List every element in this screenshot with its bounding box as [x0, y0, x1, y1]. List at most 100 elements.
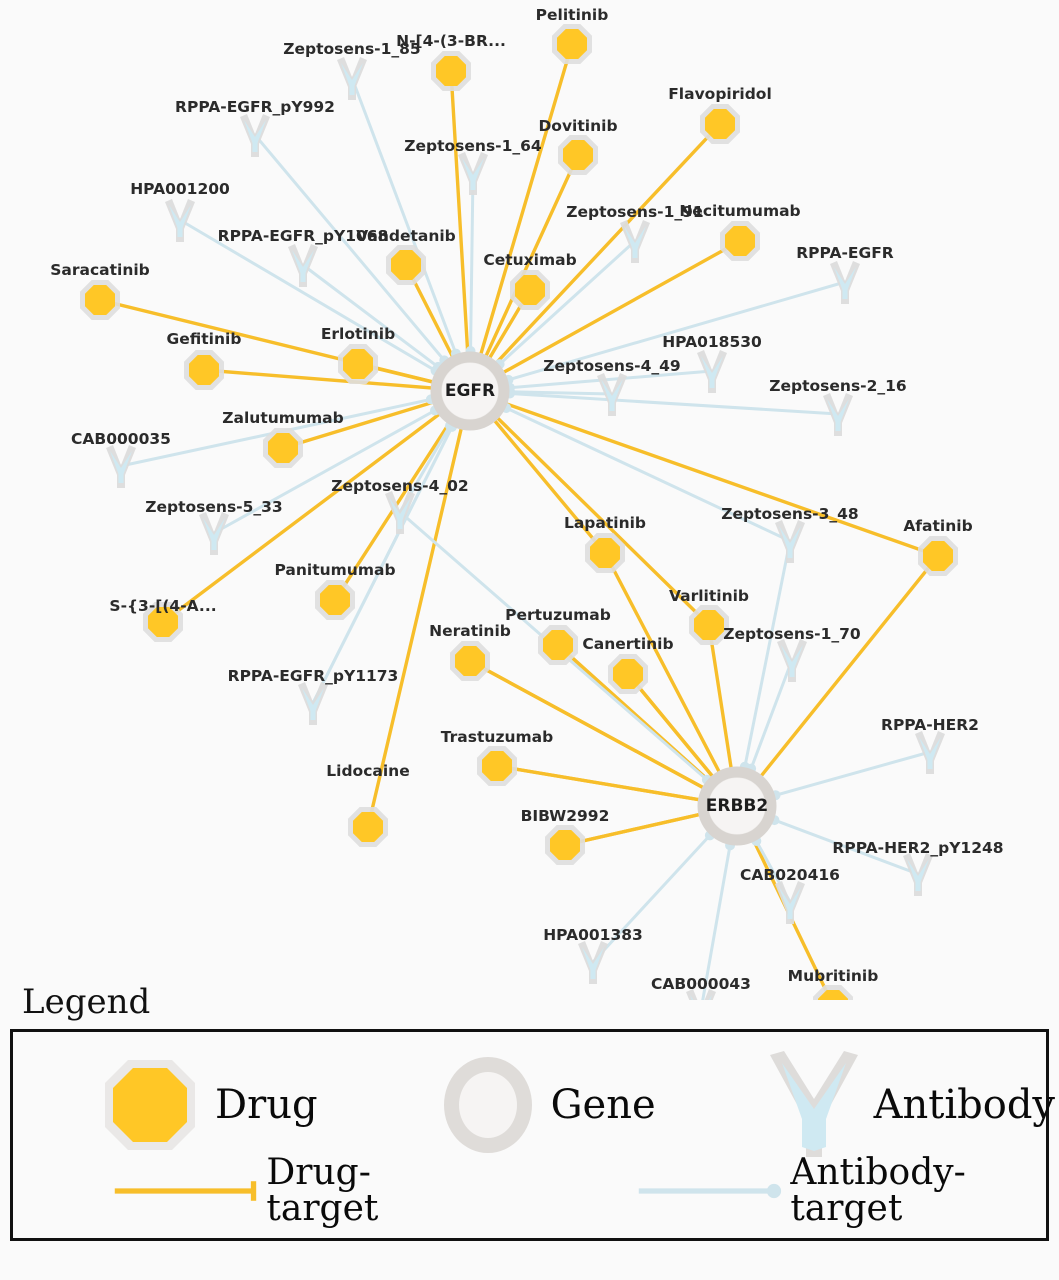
node-label: Varlitinib	[669, 587, 749, 605]
drug-node[interactable]	[558, 135, 598, 175]
antibody-node[interactable]	[777, 639, 807, 682]
node-label: RPPA-HER2	[881, 716, 979, 734]
edge-drug	[495, 764, 739, 808]
drug-node[interactable]	[545, 825, 585, 865]
gene-node-egfr[interactable]: EGFR	[430, 351, 510, 431]
drug-node[interactable]	[585, 533, 625, 573]
gene-core	[709, 778, 765, 834]
chevron-icon	[834, 267, 856, 299]
drug-node[interactable]	[338, 344, 378, 384]
labels-layer: Zeptosens-1_85 RPPA-EGFR_pY992 Zeptosens-1…	[50, 6, 1003, 993]
drug-node[interactable]	[431, 51, 471, 91]
octagon-icon	[550, 830, 580, 860]
drug-node[interactable]	[143, 602, 183, 642]
octagon-icon	[391, 250, 421, 280]
node-label: CAB020416	[740, 866, 840, 884]
node-label: Gefitinib	[167, 330, 242, 348]
antibody-node[interactable]	[288, 244, 318, 287]
edge-drug	[449, 69, 472, 393]
octagon-icon	[353, 812, 383, 842]
drug-node[interactable]	[184, 350, 224, 390]
antibody-halo	[775, 520, 805, 563]
antibody-node[interactable]	[830, 261, 860, 304]
antibody-node[interactable]	[337, 57, 367, 100]
octagon-icon	[482, 751, 512, 781]
octagon-icon	[725, 226, 755, 256]
chevron-icon	[292, 250, 314, 282]
antibody-node[interactable]	[578, 941, 608, 984]
node-label: Lapatinib	[564, 514, 646, 532]
legend-item-gene: Gene	[436, 1050, 656, 1160]
antibody-node[interactable]	[903, 853, 933, 896]
antibody-node[interactable]	[106, 445, 136, 488]
drug-node[interactable]	[386, 245, 426, 285]
drug-node[interactable]	[552, 24, 592, 64]
antibody-node[interactable]	[686, 989, 716, 1000]
octagon-icon	[189, 355, 219, 385]
drug-node[interactable]	[918, 536, 958, 576]
drug-node[interactable]	[538, 625, 578, 665]
antibody-node[interactable]	[165, 199, 195, 242]
antibody-node[interactable]	[458, 152, 488, 195]
chevron-icon	[110, 451, 132, 483]
chevron-icon	[601, 379, 623, 411]
edge-antibody	[212, 389, 472, 535]
edge-drug	[468, 659, 739, 808]
chevron-icon	[203, 518, 225, 550]
gene-node-erbb2[interactable]: ERBB2	[697, 766, 777, 846]
edge-drug	[735, 554, 940, 808]
antibody-node[interactable]	[775, 881, 805, 924]
node-label: CAB000035	[71, 430, 171, 448]
edge-antibody	[350, 76, 472, 393]
node-label: Zeptosens-3_48	[721, 505, 858, 523]
chevron-icon	[701, 356, 723, 388]
antibody-node[interactable]	[620, 220, 650, 263]
chevron-icon	[302, 688, 324, 720]
octagon-icon	[148, 607, 178, 637]
nodes-layer[interactable]: EGFR ERBB2	[80, 24, 958, 1000]
chevron-icon	[389, 497, 411, 529]
antibody-halo	[199, 512, 229, 555]
drug-node[interactable]	[720, 221, 760, 261]
legend-box: Drug Gene Antibody	[10, 1028, 1055, 1241]
antibody-node[interactable]	[597, 373, 627, 416]
antibody-node[interactable]	[385, 491, 415, 534]
drug-node[interactable]	[700, 104, 740, 144]
drug-node[interactable]	[315, 580, 355, 620]
node-label: RPPA-HER2_pY1248	[832, 839, 1003, 857]
node-label: Canertinib	[582, 635, 673, 653]
drug-node[interactable]	[348, 807, 388, 847]
antibody-node[interactable]	[240, 114, 270, 157]
edge-drug	[366, 389, 472, 829]
drug-node[interactable]	[689, 605, 729, 645]
edge-drug	[468, 42, 574, 393]
node-label: Afatinib	[903, 517, 972, 535]
antibody-node[interactable]	[697, 350, 727, 393]
antibody-node[interactable]	[199, 512, 229, 555]
antibody-halo	[458, 152, 488, 195]
antibody-halo	[240, 114, 270, 157]
antibody-halo	[775, 881, 805, 924]
drug-node[interactable]	[263, 428, 303, 468]
edge-antibody	[311, 389, 472, 705]
drug-gene-antibody-network[interactable]: EGFR ERBB2 Zeptosens-1_85RPPA-EGFR_pY992Z…	[0, 0, 1059, 1000]
chevron-icon	[779, 887, 801, 919]
octagon-icon	[563, 140, 593, 170]
drug-node[interactable]	[450, 641, 490, 681]
drug-node[interactable]	[510, 270, 550, 310]
drug-node[interactable]	[477, 746, 517, 786]
edge-drug	[468, 389, 940, 558]
antibody-node[interactable]	[298, 682, 328, 725]
antibody-halo	[298, 682, 328, 725]
node-label: Neratinib	[429, 622, 511, 640]
antibody-node[interactable]	[775, 520, 805, 563]
drug-node[interactable]	[813, 985, 853, 1000]
drug-node[interactable]	[80, 280, 120, 320]
legend-label-drug-target: Drug-target	[266, 1151, 379, 1229]
antibody-node[interactable]	[823, 393, 853, 436]
octagon-icon	[105, 1059, 195, 1150]
drug-node[interactable]	[608, 654, 648, 694]
dot-line-icon	[638, 1183, 782, 1198]
node-label: Panitumumab	[274, 561, 395, 579]
antibody-node[interactable]	[915, 731, 945, 774]
